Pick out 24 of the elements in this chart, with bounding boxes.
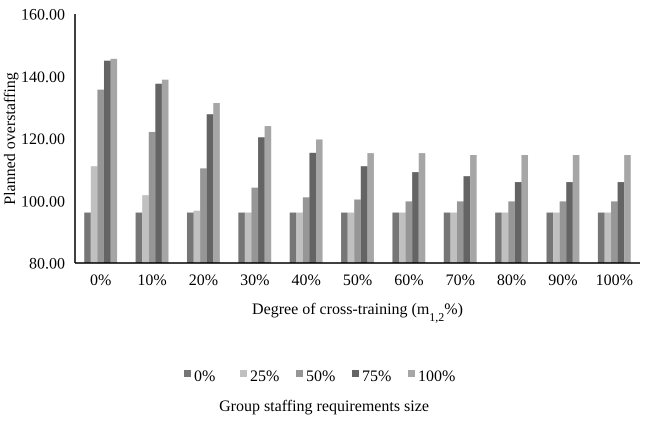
legend-label: 25% [250,368,280,385]
x-tick-label: 80% [496,272,526,289]
x-tick-label: 50% [342,272,372,289]
legend-label: 100% [418,368,456,385]
y-tick-label: 80.00 [29,256,65,273]
x-tick-label: 0% [90,272,112,289]
x-axis-title: Degree of cross-training (m$_{1,2}$%) [252,301,463,324]
x-tick-label: 100% [596,272,633,289]
legend-label: 0% [194,368,216,385]
y-tick-label: 120.00 [21,131,65,148]
x-tick-label: 70% [446,272,475,289]
legend-label: 75% [362,368,392,385]
x-tick-label: 90% [548,272,578,289]
legend-title: Group staffing requirements size [219,398,429,415]
y-tick-label: 100.00 [21,193,65,210]
x-tick-label: 30% [240,272,270,289]
y-axis-title: Planned overstaffing [2,72,19,205]
legend-label: 50% [306,368,336,385]
y-tick-label: 160.00 [21,6,65,24]
y-tick-label: 140.00 [21,68,65,86]
x-tick-label: 10% [137,272,167,289]
x-tick-label: 40% [291,272,321,289]
x-tick-label: 20% [188,272,218,289]
x-tick-label: 60% [394,272,424,289]
